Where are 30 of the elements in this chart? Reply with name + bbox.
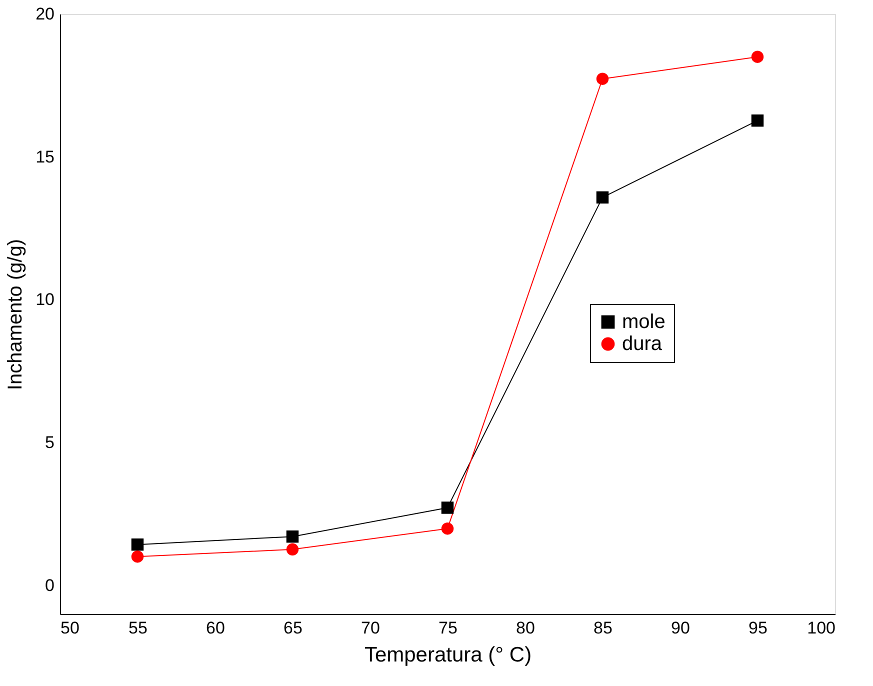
y-axis-title: Inchamento (g/g) — [4, 238, 27, 390]
y-tick-label: 5 — [45, 433, 54, 452]
point — [131, 538, 144, 551]
point — [286, 543, 299, 556]
x-tick-label: 90 — [671, 618, 690, 638]
point — [751, 114, 764, 127]
y-tick-label: 20 — [36, 4, 54, 24]
x-axis-title: Temperatura (° C) — [364, 644, 532, 666]
legend-label: mole — [622, 311, 666, 333]
point — [286, 530, 299, 543]
x-tick-label: 95 — [748, 618, 768, 638]
x-tick-label: 85 — [594, 618, 612, 638]
y-tick-label: 10 — [36, 290, 54, 310]
x-tick-label: 80 — [516, 618, 535, 638]
point — [441, 502, 454, 514]
point — [596, 191, 609, 204]
x-tick-label: 70 — [361, 618, 380, 638]
legend-label: dura — [622, 333, 663, 355]
point — [751, 50, 764, 63]
x-tick-label: 100 — [807, 618, 836, 638]
x-tick-label: 60 — [206, 618, 225, 638]
y-tick-label: 15 — [36, 147, 54, 166]
point — [441, 522, 454, 535]
x-tick-label: 55 — [128, 618, 148, 638]
point — [131, 550, 144, 563]
x-tick-label: 65 — [284, 618, 302, 638]
x-tick-label: 75 — [438, 618, 458, 638]
y-tick-label: 0 — [45, 576, 54, 595]
point — [596, 72, 609, 85]
x-tick-label: 50 — [60, 618, 80, 638]
